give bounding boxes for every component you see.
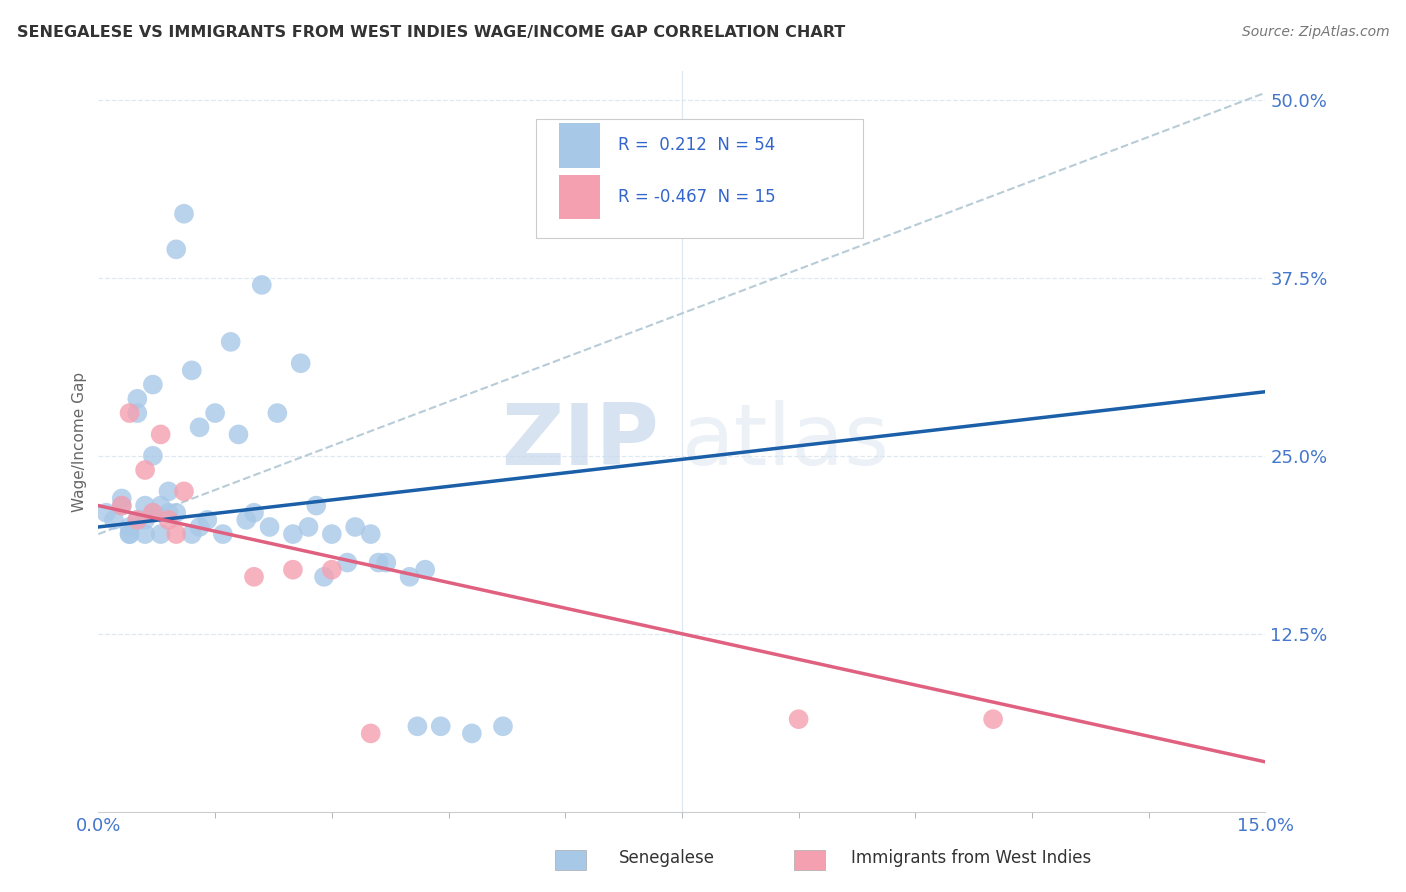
Point xyxy=(134,463,156,477)
Point xyxy=(336,556,359,570)
Point xyxy=(157,484,180,499)
Point xyxy=(180,363,202,377)
Point xyxy=(173,207,195,221)
Point xyxy=(188,520,211,534)
Point xyxy=(103,513,125,527)
Point xyxy=(406,719,429,733)
Text: Immigrants from West Indies: Immigrants from West Indies xyxy=(851,849,1091,867)
Point xyxy=(142,506,165,520)
Point xyxy=(127,513,149,527)
Point xyxy=(243,570,266,584)
Point xyxy=(157,513,180,527)
Point xyxy=(259,520,281,534)
Point xyxy=(127,392,149,406)
Point xyxy=(312,570,335,584)
Y-axis label: Wage/Income Gap: Wage/Income Gap xyxy=(72,371,87,512)
Text: R = -0.467  N = 15: R = -0.467 N = 15 xyxy=(617,188,775,206)
Text: R =  0.212  N = 54: R = 0.212 N = 54 xyxy=(617,136,775,154)
Point xyxy=(243,506,266,520)
Point xyxy=(321,527,343,541)
Point xyxy=(360,726,382,740)
Point xyxy=(165,243,187,257)
Point xyxy=(173,484,195,499)
Point xyxy=(149,499,172,513)
Point xyxy=(157,506,180,520)
Point xyxy=(127,406,149,420)
Point xyxy=(134,499,156,513)
Point xyxy=(235,513,257,527)
Text: SENEGALESE VS IMMIGRANTS FROM WEST INDIES WAGE/INCOME GAP CORRELATION CHART: SENEGALESE VS IMMIGRANTS FROM WEST INDIE… xyxy=(17,25,845,40)
Point xyxy=(142,506,165,520)
Point xyxy=(127,513,149,527)
Point xyxy=(149,527,172,541)
Point xyxy=(111,491,134,506)
Point xyxy=(429,719,451,733)
Text: ZIP: ZIP xyxy=(501,400,658,483)
Point xyxy=(149,427,172,442)
Point xyxy=(204,406,226,420)
Point xyxy=(111,499,134,513)
Point xyxy=(118,520,141,534)
Point xyxy=(290,356,312,370)
Point xyxy=(142,377,165,392)
Point xyxy=(281,527,304,541)
Text: Senegalese: Senegalese xyxy=(619,849,714,867)
Point xyxy=(266,406,288,420)
Point xyxy=(228,427,250,442)
Point xyxy=(134,527,156,541)
Point xyxy=(134,513,156,527)
Point xyxy=(492,719,515,733)
Point xyxy=(787,712,810,726)
Point xyxy=(142,449,165,463)
Point xyxy=(188,420,211,434)
Point xyxy=(212,527,235,541)
Point xyxy=(360,527,382,541)
Point xyxy=(250,277,273,292)
Text: Source: ZipAtlas.com: Source: ZipAtlas.com xyxy=(1241,25,1389,39)
Point xyxy=(367,556,389,570)
Point xyxy=(180,527,202,541)
FancyBboxPatch shape xyxy=(536,120,863,238)
Point xyxy=(297,520,319,534)
Point xyxy=(165,527,187,541)
Point xyxy=(375,556,398,570)
Point xyxy=(398,570,420,584)
Point xyxy=(413,563,436,577)
Point xyxy=(981,712,1004,726)
Point xyxy=(118,527,141,541)
Point xyxy=(118,527,141,541)
Point xyxy=(118,406,141,420)
Point xyxy=(165,506,187,520)
Text: atlas: atlas xyxy=(682,400,890,483)
Point xyxy=(461,726,484,740)
Point xyxy=(111,499,134,513)
Point xyxy=(344,520,367,534)
Point xyxy=(96,506,118,520)
Point xyxy=(219,334,242,349)
Point xyxy=(195,513,218,527)
FancyBboxPatch shape xyxy=(560,175,600,219)
Point xyxy=(321,563,343,577)
Point xyxy=(305,499,328,513)
FancyBboxPatch shape xyxy=(560,123,600,168)
Point xyxy=(281,563,304,577)
